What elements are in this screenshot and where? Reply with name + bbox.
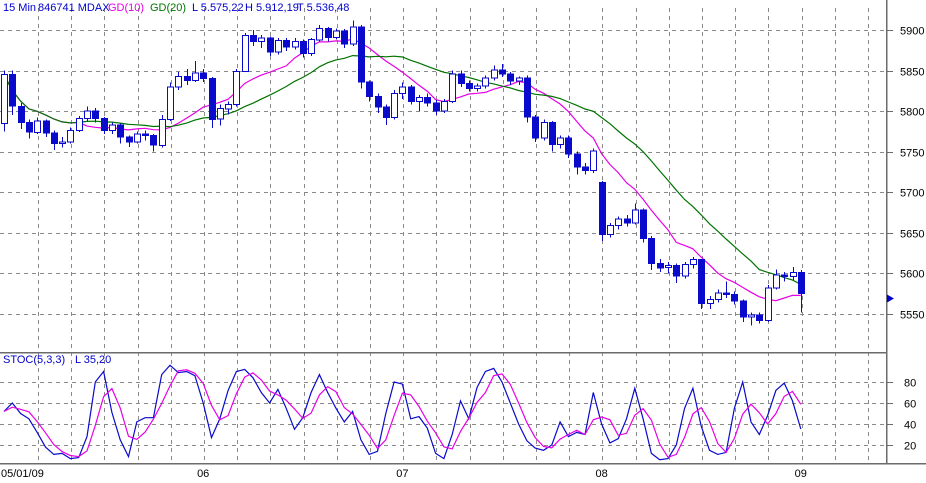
price-tick-label: 5850 xyxy=(900,67,924,79)
stoch-tick-label: 40 xyxy=(904,420,916,432)
frame-layer xyxy=(0,0,926,465)
gd10-line xyxy=(3,38,801,302)
time-tick-label: 08 xyxy=(595,468,607,480)
price-axis: 5550 5600 5650 5700 5750 5800 5850 5900 xyxy=(886,26,924,322)
time-tick-label: 05/01/09 xyxy=(1,468,44,480)
price-tick-label: 5650 xyxy=(900,229,924,241)
stoch-tick-label: 60 xyxy=(904,399,916,411)
price-tick-label: 5700 xyxy=(900,188,924,200)
stoch-axis: 20 40 60 80 xyxy=(886,378,916,453)
gd20-line xyxy=(3,54,802,285)
stoch-tick-label: 20 xyxy=(904,441,916,453)
time-axis: 05/01/09 06 07 08 09 xyxy=(1,468,807,480)
price-tick-label: 5750 xyxy=(900,148,924,160)
stoch-tick-label: 80 xyxy=(904,378,916,390)
candles-layer xyxy=(1,20,805,326)
price-tick-label: 5900 xyxy=(900,26,924,38)
stochastic-layer xyxy=(3,364,802,461)
stoch-k-line xyxy=(3,364,802,461)
grid-layer xyxy=(0,8,886,463)
stoch-d-line xyxy=(3,369,802,459)
time-tick-label: 06 xyxy=(197,468,209,480)
price-tick-label: 5550 xyxy=(900,310,924,322)
time-tick-label: 07 xyxy=(396,468,408,480)
time-tick-label: 09 xyxy=(795,468,807,480)
last-price-marker-icon xyxy=(887,294,894,303)
price-tick-label: 5800 xyxy=(900,107,924,119)
price-tick-label: 5600 xyxy=(900,269,924,281)
